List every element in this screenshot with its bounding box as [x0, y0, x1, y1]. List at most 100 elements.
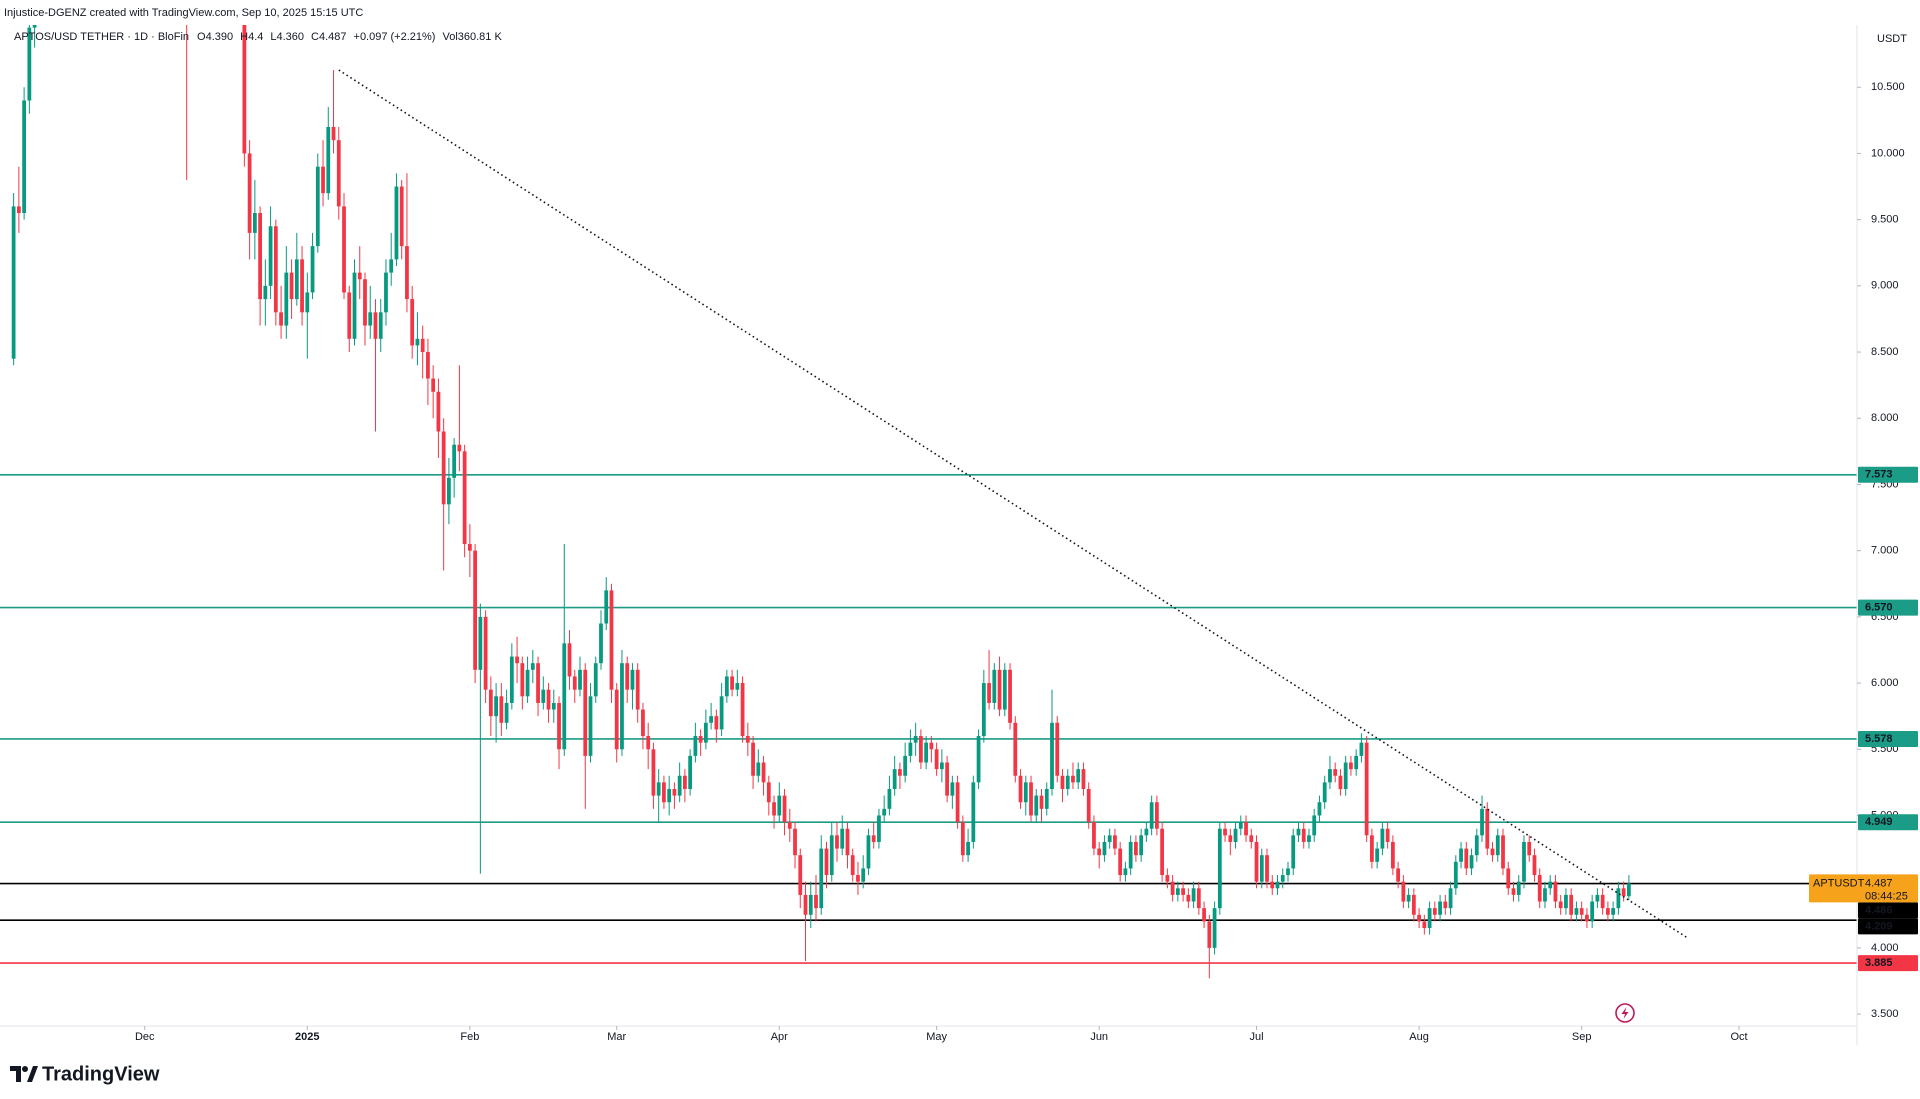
candle-body — [683, 775, 687, 789]
candle-body — [1522, 841, 1526, 882]
candle-body — [583, 669, 588, 756]
x-tick-label: Apr — [771, 1031, 788, 1043]
candle-body — [850, 855, 855, 876]
candle-body — [997, 669, 1002, 710]
candle-body — [614, 689, 619, 750]
candle-body — [530, 663, 535, 670]
candle-body — [908, 742, 913, 756]
candle-body — [1569, 894, 1574, 915]
candle-body — [1322, 782, 1327, 803]
candle-body — [1621, 888, 1626, 897]
level-badge — [1858, 599, 1918, 616]
candle-body — [310, 246, 315, 293]
countdown: 08:44:25 — [1865, 890, 1908, 902]
candle-body — [509, 656, 514, 703]
candle-body — [1532, 855, 1537, 876]
candle-body — [515, 656, 519, 664]
candle-body — [578, 669, 582, 690]
candle-body — [1029, 782, 1033, 816]
candle-body — [247, 153, 252, 233]
candle-body — [268, 226, 273, 286]
x-tick-label: Oct — [1730, 1031, 1747, 1043]
axes: 3.5004.0004.5005.0005.5006.0006.5007.000… — [135, 33, 1918, 1043]
candle-body — [1490, 848, 1495, 856]
candle-body — [1574, 908, 1579, 915]
candle-body — [1002, 669, 1007, 710]
candle-body — [1275, 881, 1280, 889]
candle-body — [604, 590, 609, 624]
candle-body — [1548, 881, 1553, 889]
candle-body — [1307, 835, 1311, 842]
candle-body — [1485, 808, 1490, 849]
candle-body — [1543, 888, 1547, 902]
last-price-symbol: APTUSDT — [1813, 877, 1865, 889]
candle-body — [242, 25, 247, 154]
candle-body — [520, 663, 525, 697]
candle-body — [1317, 802, 1322, 816]
candle-body — [1044, 788, 1049, 809]
x-tick-label: Jun — [1090, 1031, 1108, 1043]
candle-body — [263, 285, 268, 300]
candle-body — [1034, 795, 1039, 816]
candle-body — [724, 676, 729, 697]
legend-value: 4.360 — [277, 31, 305, 43]
candle-body — [1086, 788, 1091, 823]
candle-body — [447, 477, 451, 505]
candle-body — [861, 868, 866, 882]
y-tick-label: 8.000 — [1871, 412, 1899, 424]
candle-body — [1286, 868, 1290, 876]
candle-body — [1390, 841, 1395, 869]
candle-body — [1076, 769, 1081, 783]
candle-body — [22, 100, 26, 214]
candle-body — [641, 709, 645, 737]
candle-body — [331, 126, 336, 141]
candle-body — [572, 676, 577, 690]
candle-body — [688, 755, 693, 789]
candle-body — [719, 696, 724, 730]
candle-body — [32, 25, 37, 28]
y-tick-label: 6.000 — [1871, 677, 1899, 689]
candle-body — [709, 716, 714, 723]
candle-body — [814, 894, 818, 909]
candle-body — [488, 689, 493, 717]
y-tick-label: 10.500 — [1871, 81, 1905, 93]
candle-body — [672, 788, 677, 796]
candle-body — [1118, 848, 1123, 876]
candle-body — [1160, 828, 1165, 876]
candle-body — [1480, 808, 1484, 836]
candle-body — [824, 848, 829, 876]
candle-body — [1626, 883, 1631, 897]
candle-body — [646, 736, 651, 750]
candle-body — [1165, 875, 1170, 882]
candle-body — [347, 292, 352, 339]
candle-body — [934, 749, 939, 770]
candle-body — [892, 769, 897, 789]
candle-body — [735, 683, 740, 690]
candle-body — [971, 782, 976, 842]
y-tick-label: 9.000 — [1871, 280, 1899, 292]
y-tick-label: 3.500 — [1871, 1008, 1899, 1020]
candle-body — [656, 782, 661, 796]
candle-body — [1417, 914, 1421, 922]
x-tick-label: Dec — [135, 1031, 155, 1043]
candle-body — [950, 782, 955, 796]
candle-body — [1060, 775, 1065, 789]
candle-body — [793, 828, 797, 856]
candle-body — [1354, 755, 1359, 770]
candle-body — [981, 683, 986, 737]
candle-body — [410, 299, 415, 346]
level-badge-label: 4.486 — [1865, 904, 1893, 916]
candle-body — [772, 802, 776, 816]
candle-body — [919, 736, 923, 763]
candle-body — [1186, 894, 1191, 902]
candle-body — [1113, 835, 1117, 849]
attribution: Injustice-DGENZ created with TradingView… — [4, 7, 363, 19]
candle-body — [1134, 841, 1138, 856]
candle-body — [1579, 908, 1584, 915]
candle-body — [352, 272, 357, 339]
candle-body — [1553, 881, 1558, 902]
candle-body — [1396, 868, 1401, 882]
x-tick-label: Feb — [460, 1031, 479, 1043]
